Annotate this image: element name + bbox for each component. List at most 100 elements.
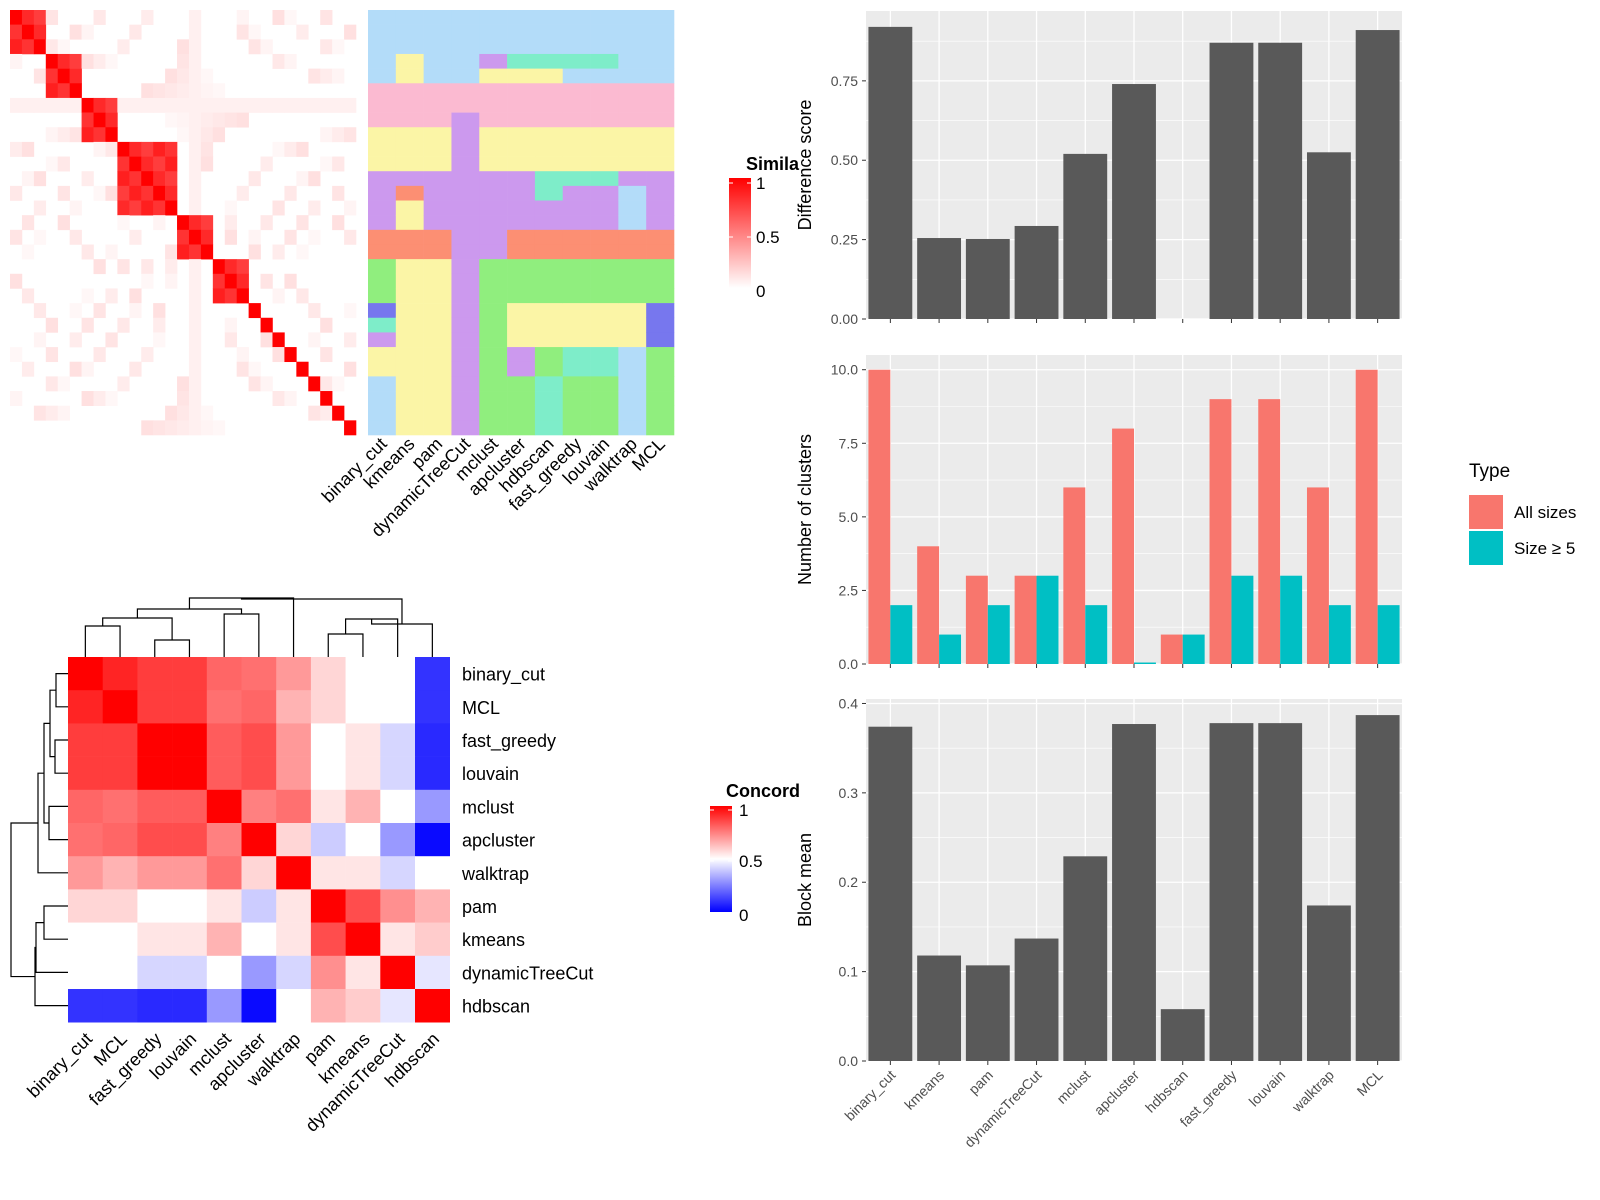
concordance-cell: [68, 889, 103, 923]
similarity-cell: [117, 97, 130, 113]
bar: [1160, 1009, 1205, 1061]
cluster-assignment-cell: [479, 259, 508, 275]
cluster-assignment-cell: [562, 347, 591, 363]
similarity-cell: [21, 171, 35, 187]
similarity-cell: [165, 185, 178, 201]
similarity-cell: [344, 332, 357, 348]
cluster-assignment-cell: [590, 53, 619, 69]
similarity-cell: [105, 288, 118, 304]
similarity-legend-tick-label: 0.5: [756, 228, 780, 247]
similarity-cell: [129, 303, 142, 319]
similarity-cell: [117, 200, 130, 216]
cluster-assignment-cell: [618, 405, 647, 421]
cluster-assignment-cell: [618, 39, 647, 55]
similarity-cell: [141, 141, 154, 157]
concordance-cell: [68, 756, 103, 791]
similarity-cell: [344, 127, 357, 143]
cluster-assignment-cell: [646, 156, 675, 172]
similarity-cell: [45, 156, 59, 172]
bar: [1063, 153, 1108, 319]
cluster-assignment-cell: [590, 273, 619, 289]
cluster-assignment-cell: [534, 200, 564, 216]
cluster-assignment-cell: [562, 141, 591, 157]
cluster-assignment-cell: [590, 391, 619, 406]
bar: [965, 238, 1010, 319]
cluster-assignment-cell: [562, 317, 591, 333]
cluster-assignment-cell: [423, 332, 452, 348]
similarity-cell: [272, 391, 285, 406]
cluster-assignment-cell: [423, 288, 452, 304]
concordance-cell: [415, 889, 450, 923]
cluster-assignment-cell: [423, 347, 452, 363]
similarity-cell: [200, 229, 214, 245]
bar-all-sizes: [1258, 399, 1281, 664]
cluster-assignment-cell: [479, 156, 508, 172]
cluster-assignment-cell: [368, 200, 397, 216]
concordance-cell: [415, 723, 450, 757]
cluster-assignment-cell: [423, 141, 452, 157]
cluster-assignment-cell: [479, 39, 508, 55]
bar-size-ge-5: [1231, 575, 1254, 664]
similarity-cell: [344, 24, 357, 40]
similarity-cell: [153, 215, 166, 231]
similarity-cell: [296, 288, 309, 304]
similarity-cell: [69, 68, 82, 84]
cluster-assignment-cell: [368, 83, 397, 99]
similarity-cell: [320, 156, 333, 172]
number-of-clusters-chart: 0.0 2.5 5.0 7.5 10.0 Number of clusters: [795, 355, 1402, 672]
cluster-assignment-cell: [423, 10, 452, 25]
similarity-cell: [69, 229, 82, 245]
dendrogram-branch: [327, 633, 364, 657]
similarity-cell: [188, 141, 202, 157]
type-legend: Type All sizes Size ≥ 5: [1469, 461, 1576, 565]
similarity-cell: [332, 215, 345, 231]
cluster-assignment-cell: [451, 24, 480, 40]
similarity-cell: [10, 97, 23, 113]
cluster-assignment-cell: [562, 244, 591, 260]
concordance-cell: [276, 922, 312, 957]
cluster-assignment-cell: [507, 215, 536, 231]
y-tick-label: 0.50: [831, 152, 858, 168]
concordance-heatmap: binary_cutbinary_cutMCLMCLfast_greedyfas…: [23, 657, 593, 1136]
cluster-assignment-cell: [368, 171, 397, 187]
cluster-assignment-cell: [618, 171, 647, 187]
cluster-assignment-cell: [423, 97, 452, 113]
cluster-assignment-cell: [646, 303, 675, 319]
cluster-assignment-cell: [590, 347, 619, 363]
similarity-cell: [21, 97, 35, 113]
concordance-cell: [206, 657, 242, 691]
similarity-cell: [296, 171, 309, 187]
concordance-cell: [415, 690, 450, 724]
concordance-cell: [172, 823, 208, 857]
concordance-cell: [241, 989, 277, 1023]
similarity-cell: [248, 303, 261, 319]
cluster-assignment-cell: [368, 391, 397, 406]
cluster-assignment-cell: [479, 317, 508, 333]
similarity-cell: [212, 259, 226, 275]
cluster-assignment-cell: [423, 273, 452, 289]
similarity-cell: [260, 273, 273, 289]
similarity-cell: [33, 97, 47, 113]
dendrogram-branch: [102, 617, 173, 640]
concordance-cell: [172, 756, 208, 791]
cluster-assignment-cell: [395, 39, 424, 55]
cluster-assignment-cell: [534, 39, 564, 55]
similarity-cell: [332, 68, 345, 84]
concordance-cell: [102, 756, 138, 791]
similarity-cell: [320, 68, 333, 84]
similarity-cell: [212, 83, 226, 99]
cluster-assignment-cell: [395, 317, 424, 333]
type-legend-key: [1469, 495, 1503, 529]
similarity-cell: [10, 391, 23, 406]
similarity-cell: [188, 127, 202, 143]
concordance-cell: [345, 989, 381, 1023]
cluster-assignment-cell: [395, 347, 424, 363]
cluster-assignment-cell: [395, 244, 424, 260]
concordance-cell: [241, 922, 277, 957]
concordance-cell: [241, 856, 277, 890]
similarity-cell: [153, 156, 166, 172]
concordance-cell: [345, 789, 381, 824]
cluster-assignment-cell: [534, 288, 564, 304]
cluster-assignment-cell: [368, 112, 397, 128]
